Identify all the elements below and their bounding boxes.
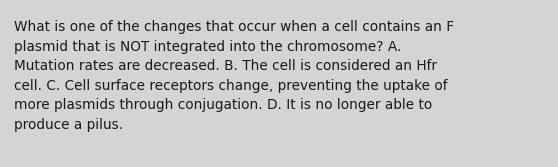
- Text: What is one of the changes that occur when a cell contains an F
plasmid that is : What is one of the changes that occur wh…: [14, 20, 454, 132]
